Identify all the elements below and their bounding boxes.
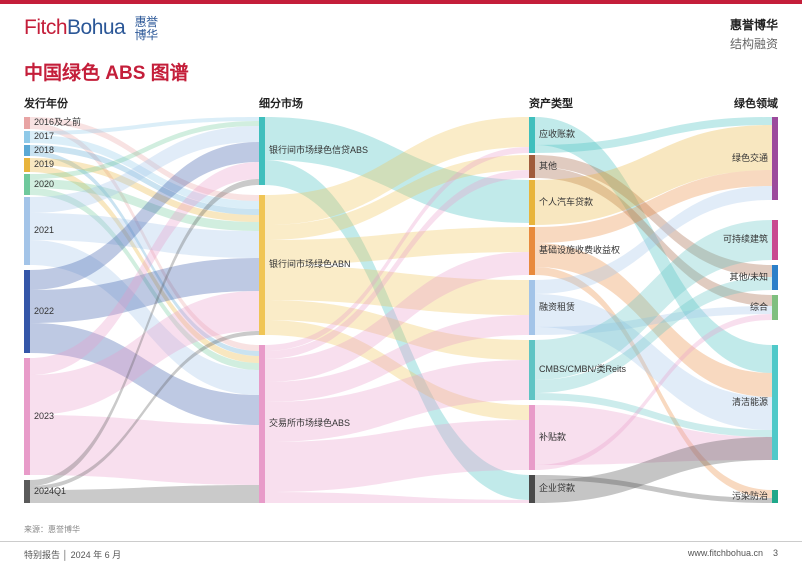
sankey-node bbox=[259, 345, 265, 503]
sankey-node bbox=[772, 295, 778, 320]
sankey-node bbox=[24, 480, 30, 503]
sankey-node bbox=[24, 174, 30, 195]
sankey-node bbox=[529, 227, 535, 275]
sankey-node-label: 绿色交通 bbox=[732, 154, 768, 164]
sankey-node-label: 综合 bbox=[750, 303, 768, 313]
sankey-node bbox=[259, 117, 265, 185]
sankey-node bbox=[24, 358, 30, 475]
sankey-node bbox=[529, 475, 535, 503]
sankey-node bbox=[24, 270, 30, 353]
sankey-node-label: 交易所市场绿色ABS bbox=[269, 419, 350, 429]
sankey-node-label: 补贴款 bbox=[539, 433, 566, 443]
page-footer: 特别报告 │ 2024 年 6 月 www.fitchbohua.cn 3 bbox=[0, 541, 802, 567]
sankey-node-label: 2018 bbox=[34, 146, 54, 156]
sankey-node-label: 融资租赁 bbox=[539, 303, 575, 313]
sankey-node bbox=[24, 117, 30, 129]
sankey-node bbox=[24, 197, 30, 265]
sankey-node-label: 其他 bbox=[539, 162, 557, 172]
sankey-node bbox=[24, 145, 30, 156]
sankey-node bbox=[24, 158, 30, 172]
sankey-node bbox=[772, 490, 778, 503]
sankey-node-label: 2022 bbox=[34, 307, 54, 317]
sankey-node-label: 2019 bbox=[34, 160, 54, 170]
sankey-links bbox=[24, 95, 778, 525]
source-note: 来源：惠誉博华 bbox=[24, 524, 80, 535]
page-header: FitchBohua 惠誉 博华 惠誉博华 结构融资 bbox=[0, 4, 802, 56]
header-right-title: 惠誉博华 bbox=[730, 16, 778, 33]
sankey-node-label: 2021 bbox=[34, 226, 54, 236]
sankey-node bbox=[529, 405, 535, 470]
footer-page: 3 bbox=[773, 548, 778, 558]
sankey-node-label: 2017 bbox=[34, 132, 54, 142]
chart-title: 中国绿色 ABS 图谱 bbox=[0, 56, 802, 95]
sankey-node-label: 2024Q1 bbox=[34, 487, 66, 497]
logo-cn: 惠誉 博华 bbox=[135, 16, 158, 42]
sankey-node-label: 污染防治 bbox=[732, 492, 768, 502]
sankey-node-label: 清洁能源 bbox=[732, 398, 768, 408]
sankey-node-label: 应收账款 bbox=[539, 130, 575, 140]
header-right: 惠誉博华 结构融资 bbox=[730, 16, 778, 52]
sankey-node bbox=[529, 340, 535, 400]
sankey-node bbox=[772, 220, 778, 260]
footer-url: www.fitchbohua.cn bbox=[688, 548, 763, 558]
sankey-node-label: 可持续建筑 bbox=[723, 235, 768, 245]
sankey-node-label: 2016及之前 bbox=[34, 118, 81, 128]
header-right-sub: 结构融资 bbox=[730, 35, 778, 52]
sankey-node-label: 其他/未知 bbox=[729, 273, 768, 283]
sankey-node bbox=[529, 180, 535, 225]
sankey-node-label: CMBS/CMBN/类Reits bbox=[539, 365, 626, 375]
sankey-node-label: 2020 bbox=[34, 180, 54, 190]
sankey-node-label: 个人汽车贷款 bbox=[539, 198, 593, 208]
sankey-node-label: 基础设施收费收益权 bbox=[539, 246, 620, 256]
sankey-node bbox=[529, 280, 535, 335]
sankey-node bbox=[529, 117, 535, 153]
sankey-chart: 发行年份细分市场资产类型绿色领域2016及之前20172018201920202… bbox=[24, 95, 778, 525]
sankey-node-label: 2023 bbox=[34, 412, 54, 422]
sankey-node-label: 银行间市场绿色信贷ABS bbox=[269, 146, 368, 156]
sankey-node bbox=[772, 265, 778, 290]
footer-right: www.fitchbohua.cn 3 bbox=[688, 548, 778, 561]
sankey-node bbox=[24, 131, 30, 143]
sankey-node bbox=[529, 155, 535, 178]
logo-fitch: Fitch bbox=[24, 16, 67, 39]
logo-bohua: Bohua bbox=[67, 16, 125, 39]
logo: FitchBohua 惠誉 博华 bbox=[24, 16, 158, 42]
footer-left: 特别报告 │ 2024 年 6 月 bbox=[24, 548, 121, 561]
sankey-node bbox=[772, 117, 778, 200]
sankey-node-label: 银行间市场绿色ABN bbox=[269, 260, 351, 270]
sankey-node bbox=[259, 195, 265, 335]
sankey-node bbox=[772, 345, 778, 460]
sankey-link bbox=[265, 492, 529, 503]
sankey-node-label: 企业贷款 bbox=[539, 484, 575, 494]
